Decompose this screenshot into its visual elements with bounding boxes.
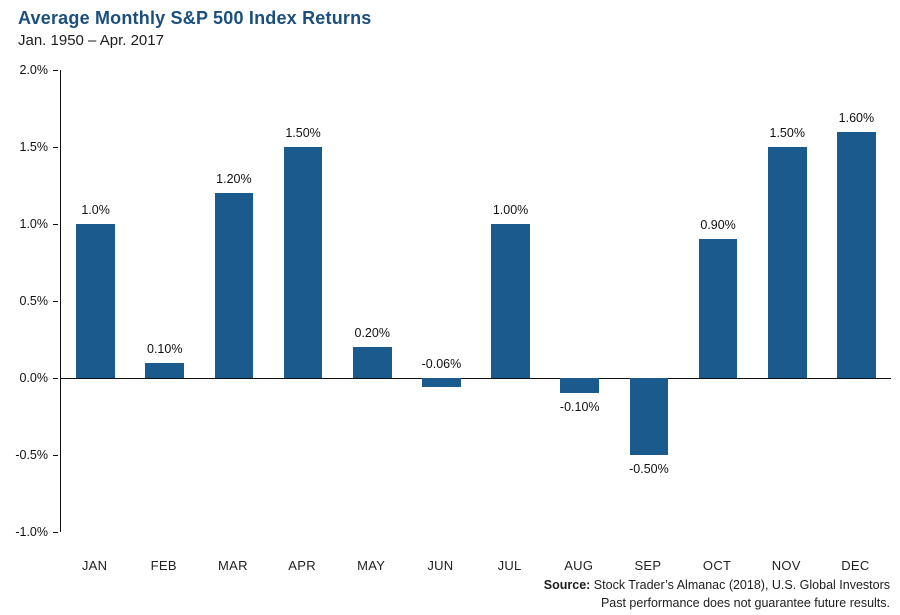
x-tick-label: DEC [841, 558, 870, 573]
y-tick-mark [53, 70, 58, 71]
x-tick-label: NOV [771, 558, 801, 573]
x-tick-label: MAR [218, 558, 248, 573]
bar-column: -0.06% [407, 70, 476, 532]
bar-feb [145, 362, 185, 378]
bar-value-label: 1.0% [81, 202, 110, 217]
y-tick-label: 1.5% [19, 139, 49, 154]
bar-oct [698, 239, 738, 378]
y-tick-label: 1.0% [19, 216, 49, 231]
bar-may [352, 347, 392, 378]
bar-value-label: 1.50% [769, 125, 805, 140]
x-tick-label: APR [288, 558, 316, 573]
zero-axis-line [61, 377, 891, 379]
bar-value-label: 0.10% [147, 341, 183, 356]
x-tick-label: JUN [427, 558, 454, 573]
x-axis: JAN FEB MAR APR MAY JUN JUL AUG SEP OCT NOV DEC [60, 532, 890, 574]
bar-jan [76, 223, 115, 378]
bar-column: 1.60% [822, 70, 891, 532]
x-tick-label: MAY [357, 558, 386, 573]
bar-value-label: 1.00% [492, 202, 529, 217]
bar-column: -0.10% [545, 70, 614, 532]
plot-area: 1.0% 0.10% 1.20% 1.50% 0.20% -0.06% 1.00% -0.10… [60, 70, 891, 532]
x-tick-label: SEP [634, 558, 662, 573]
y-tick-mark [53, 223, 58, 225]
bar-value-label: -0.50% [629, 462, 669, 476]
bar-column: 1.20% [199, 70, 268, 532]
y-tick-label: 0.5% [19, 294, 49, 308]
bar-value-label: 1.20% [216, 172, 252, 187]
x-tick-label: AUG [564, 558, 594, 573]
bar-apr [283, 146, 323, 378]
bar-nov [767, 146, 807, 378]
y-tick-label: -0.5% [15, 448, 48, 462]
x-tick-label: JAN [81, 558, 108, 573]
bar-value-label: -0.06% [421, 356, 462, 371]
bar-sep [629, 377, 669, 455]
y-tick-label: 2.0% [19, 63, 49, 77]
bar-column: 1.50% [269, 70, 338, 532]
y-tick-mark [53, 455, 58, 456]
page-subtitle: Jan. 1950 – Apr. 2017 [18, 32, 164, 49]
y-tick-mark [53, 377, 58, 379]
source-note: Source: Stock Trader’s Almanac (2018), U… [544, 577, 890, 612]
bar-column: 0.20% [338, 70, 407, 532]
bar-value-label: 0.20% [354, 326, 390, 341]
y-tick-mark [53, 146, 58, 148]
bar-column: 0.10% [130, 70, 199, 532]
bar-column: 1.50% [753, 70, 822, 532]
bar-value-label: 1.50% [285, 125, 321, 140]
y-axis: 2.0% 1.5% 1.0% 0.5% 0.0% -0.5% -1.0% [0, 63, 58, 539]
bar-aug [560, 377, 600, 394]
bar-mar [214, 193, 254, 378]
source-text: Stock Trader’s Almanac (2018), U.S. Glob… [590, 578, 890, 592]
x-tick-label: FEB [150, 558, 177, 573]
disclaimer: Past performance does not guarantee futu… [600, 595, 890, 610]
bar-value-label: -0.10% [559, 400, 600, 415]
bar-dec [837, 131, 876, 378]
source-label: Source: [543, 578, 591, 592]
bar-jun [422, 377, 461, 388]
bar-jul [491, 223, 530, 378]
bar-column: 0.90% [684, 70, 753, 532]
x-tick-label: OCT [702, 558, 732, 573]
y-tick-label: 0.0% [19, 370, 49, 385]
bar-column: -0.50% [614, 70, 683, 532]
bar-value-label: 1.60% [838, 110, 875, 125]
page-title: Average Monthly S&P 500 Index Returns [18, 8, 372, 28]
bar-value-label: 0.90% [700, 218, 736, 233]
bar-column: 1.00% [476, 70, 545, 532]
y-tick-mark [53, 301, 58, 302]
x-tick-label: JUL [497, 558, 522, 573]
y-tick-label: -1.0% [15, 525, 48, 539]
y-tick-mark [53, 532, 58, 533]
bar-column: 1.0% [61, 70, 130, 532]
source-line: Source: Stock Trader’s Almanac (2018), U… [544, 577, 890, 595]
